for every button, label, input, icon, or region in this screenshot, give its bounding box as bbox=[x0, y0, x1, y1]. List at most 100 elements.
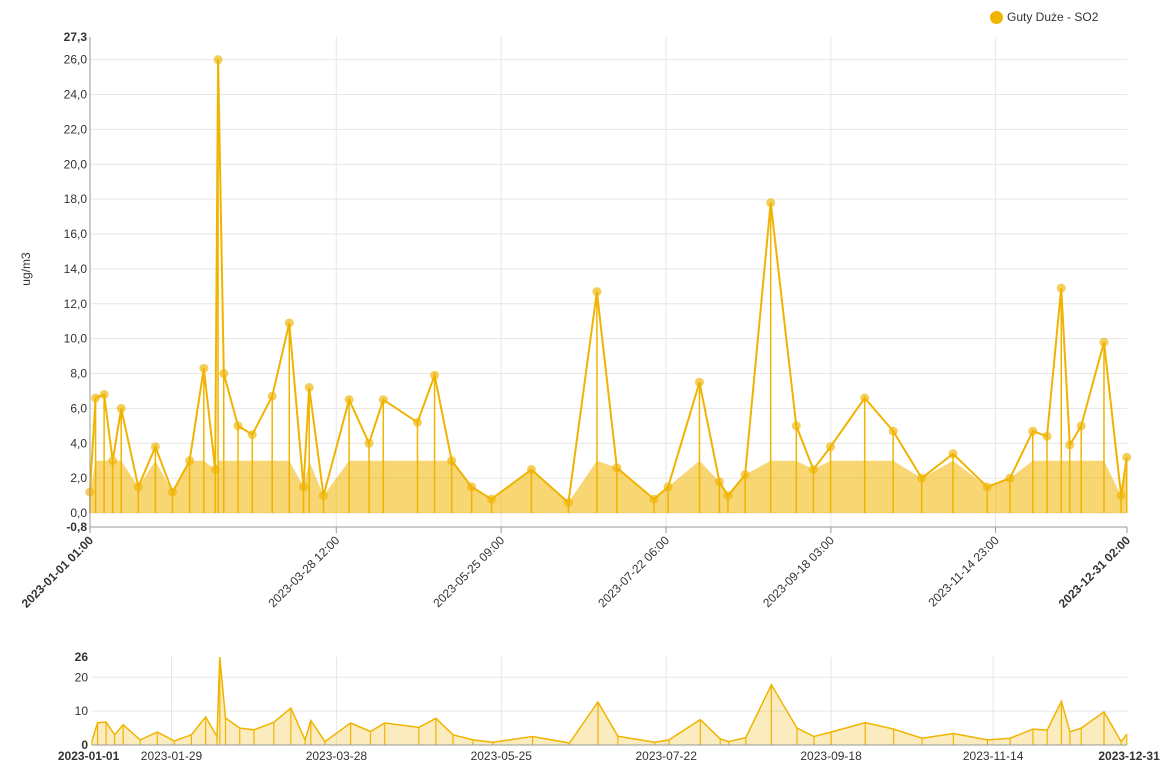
main-y-tick-label: 14,0 bbox=[64, 262, 88, 276]
series-point bbox=[1065, 440, 1075, 450]
main-y-tick-label: 10,0 bbox=[64, 332, 88, 346]
navigator-area bbox=[91, 657, 1127, 745]
series-point bbox=[318, 491, 328, 501]
series-point bbox=[108, 456, 118, 466]
series-point bbox=[1116, 491, 1126, 501]
series-point bbox=[430, 370, 440, 380]
series-point bbox=[740, 470, 750, 480]
main-x-tick-label: 2023-09-18 03:00 bbox=[760, 533, 837, 610]
navigator-y-tick-label: 0 bbox=[81, 738, 88, 752]
main-series bbox=[85, 55, 1132, 514]
series-point bbox=[860, 393, 870, 403]
main-y-tick-label: 20,0 bbox=[64, 157, 88, 171]
main-y-tick-label: 12,0 bbox=[64, 297, 88, 311]
main-y-tick-label: -0,8 bbox=[66, 520, 87, 534]
series-point bbox=[1005, 473, 1015, 483]
main-y-tick-label: 8,0 bbox=[70, 367, 87, 381]
series-point bbox=[612, 463, 622, 473]
main-y-tick-label: 26,0 bbox=[64, 53, 88, 67]
series-point bbox=[304, 382, 314, 392]
navigator-series bbox=[91, 656, 1128, 745]
series-point bbox=[199, 363, 209, 373]
legend[interactable]: Guty Duże - SO2 bbox=[990, 10, 1098, 24]
series-point bbox=[378, 395, 388, 405]
navigator-x-tick-label: 2023-01-29 bbox=[141, 749, 203, 763]
navigator-axes: 0 10 20 26 2023-01-01 2023-01-29 2023-03-28 202… bbox=[58, 650, 1160, 763]
navigator-x-tick-label: 2023-05-25 bbox=[471, 749, 533, 763]
series-point bbox=[888, 426, 898, 436]
navigator-x-tick-label: 2023-12-31 bbox=[1098, 749, 1160, 763]
series-point bbox=[99, 389, 109, 399]
main-y-tick-label: 16,0 bbox=[64, 227, 88, 241]
series-point bbox=[917, 473, 927, 483]
navigator-line bbox=[91, 656, 1128, 744]
main-x-tick-label: 2023-01-01 01:00 bbox=[19, 533, 97, 611]
main-x-tick-label: 2023-03-28 12:00 bbox=[266, 533, 343, 610]
main-x-tick-label: 2023-05-25 09:00 bbox=[430, 533, 507, 610]
main-x-tick-label: 2023-11-14 23:00 bbox=[925, 533, 1001, 609]
series-point bbox=[982, 482, 992, 492]
series-point bbox=[694, 377, 704, 387]
series-point bbox=[284, 318, 294, 328]
series-point bbox=[1076, 421, 1086, 431]
main-grid bbox=[90, 37, 1127, 527]
navigator-y-tick-label: 26 bbox=[75, 650, 89, 664]
series-point bbox=[487, 494, 497, 504]
series-point bbox=[364, 438, 374, 448]
main-y-tick-label: 27,3 bbox=[64, 30, 88, 44]
series-point bbox=[412, 417, 422, 427]
main-y-tick-label: 0,0 bbox=[70, 506, 87, 520]
series-point bbox=[1099, 337, 1109, 347]
series-point bbox=[714, 477, 724, 487]
series-point bbox=[592, 287, 602, 297]
legend-label: Guty Duże - SO2 bbox=[1007, 10, 1099, 24]
navigator-x-tick-label: 2023-11-14 bbox=[963, 749, 1024, 763]
navigator-y-tick-label: 20 bbox=[75, 670, 89, 684]
series-point bbox=[663, 482, 673, 492]
series-point bbox=[267, 391, 277, 401]
series-point bbox=[247, 430, 257, 440]
series-area-band bbox=[89, 460, 1127, 513]
series-point bbox=[766, 198, 776, 208]
main-y-tick-label: 22,0 bbox=[64, 122, 88, 136]
main-y-tick-label: 2,0 bbox=[70, 471, 87, 485]
series-point bbox=[299, 482, 309, 492]
series-point bbox=[213, 55, 223, 65]
series-point bbox=[649, 494, 659, 504]
navigator-grid bbox=[92, 657, 1127, 745]
series-point bbox=[791, 421, 801, 431]
main-x-tick-label: 2023-07-22 06:00 bbox=[595, 533, 672, 610]
series-point bbox=[808, 464, 818, 474]
series-point bbox=[467, 482, 477, 492]
main-x-tick-label: 2023-12-31 02:00 bbox=[1056, 533, 1134, 611]
main-y-tick-label: 24,0 bbox=[64, 88, 88, 102]
navigator-x-tick-label: 2023-01-01 bbox=[58, 749, 120, 763]
main-y-tick-label: 6,0 bbox=[70, 401, 87, 415]
navigator-x-tick-label: 2023-03-28 bbox=[306, 749, 368, 763]
series-point bbox=[167, 487, 177, 497]
series-point bbox=[948, 449, 958, 459]
series-point bbox=[1028, 426, 1038, 436]
series-point bbox=[526, 464, 536, 474]
series-point bbox=[133, 482, 143, 492]
main-axes: -0,80,0 2,0 4,0 6,0 8,0 10,0 12,0 14,0 16,0 18,0 2… bbox=[19, 30, 1134, 611]
series-point bbox=[723, 491, 733, 501]
series-point bbox=[150, 442, 160, 452]
legend-dot-icon bbox=[990, 10, 1003, 24]
series-point bbox=[116, 403, 126, 413]
series-line bbox=[88, 59, 1128, 505]
series-point bbox=[91, 393, 101, 403]
series-point bbox=[1042, 431, 1052, 441]
series-point bbox=[219, 369, 229, 379]
series-point bbox=[826, 442, 836, 452]
series-point bbox=[233, 421, 243, 431]
navigator-x-tick-label: 2023-07-22 bbox=[635, 749, 697, 763]
main-y-tick-label: 4,0 bbox=[70, 436, 87, 450]
main-y-tick-label: 18,0 bbox=[64, 192, 88, 206]
navigator-y-tick-label: 10 bbox=[75, 704, 89, 718]
series-point bbox=[1122, 452, 1132, 462]
navigator-x-tick-label: 2023-09-18 bbox=[800, 749, 862, 763]
series-point bbox=[563, 498, 573, 508]
series-point bbox=[344, 395, 354, 405]
